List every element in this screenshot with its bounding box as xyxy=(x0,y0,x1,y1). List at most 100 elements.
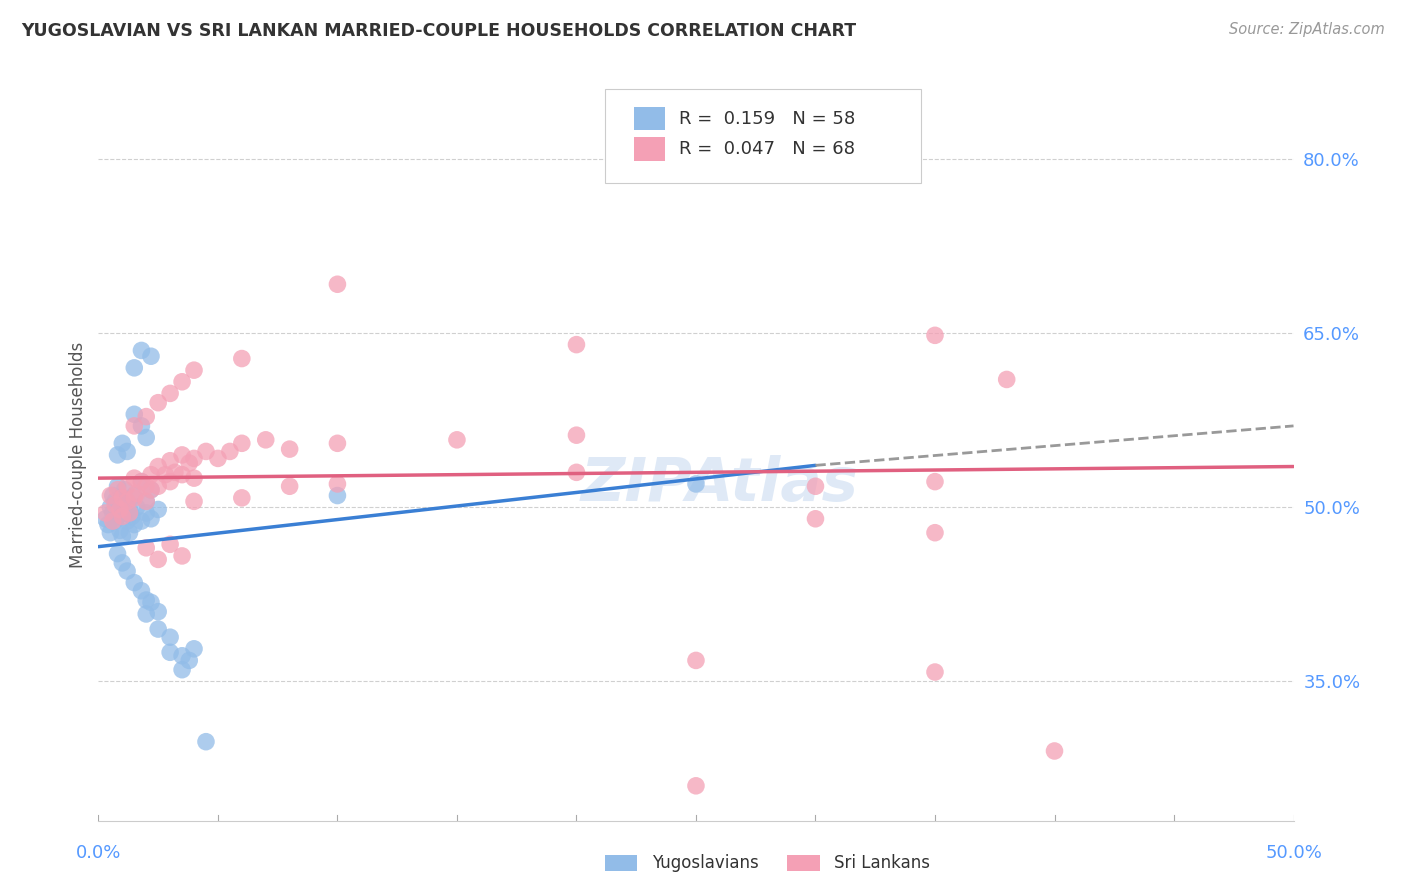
Point xyxy=(115,494,138,508)
Point xyxy=(135,506,157,520)
Point xyxy=(115,564,138,578)
Text: Source: ZipAtlas.com: Source: ZipAtlas.com xyxy=(1229,22,1385,37)
Point xyxy=(139,512,162,526)
Point xyxy=(101,514,124,528)
Point xyxy=(172,375,194,389)
Point xyxy=(139,483,162,497)
Point xyxy=(163,466,186,480)
Point xyxy=(98,525,122,540)
Point xyxy=(148,459,170,474)
Point xyxy=(924,475,946,489)
Point xyxy=(131,343,153,358)
Point xyxy=(183,471,205,485)
Point xyxy=(685,477,707,491)
Point xyxy=(118,525,141,540)
Point xyxy=(97,517,120,532)
Text: 50.0%: 50.0% xyxy=(1265,844,1322,862)
Point xyxy=(565,428,588,442)
Point xyxy=(565,466,588,480)
Point xyxy=(159,454,181,468)
Point xyxy=(159,537,181,551)
Point xyxy=(148,502,170,516)
Point xyxy=(135,409,157,424)
Point xyxy=(135,479,157,493)
Point xyxy=(172,448,194,462)
Point xyxy=(114,506,136,520)
Point xyxy=(139,467,162,482)
Point xyxy=(131,475,153,489)
Point xyxy=(98,489,122,503)
Point xyxy=(231,491,253,505)
Point xyxy=(995,372,1018,386)
Point xyxy=(104,498,127,512)
Point xyxy=(135,494,157,508)
Point xyxy=(125,486,148,500)
Point xyxy=(183,363,205,377)
Point xyxy=(131,418,153,433)
Point xyxy=(125,500,148,515)
Text: 0.0%: 0.0% xyxy=(76,844,121,862)
Point xyxy=(148,552,170,566)
Point xyxy=(155,467,177,482)
Point xyxy=(159,645,181,659)
Point xyxy=(104,494,127,508)
Point xyxy=(131,583,153,598)
Point xyxy=(179,653,201,667)
Point xyxy=(565,337,588,351)
Point xyxy=(135,607,157,621)
Point xyxy=(111,491,134,505)
Point xyxy=(1043,744,1066,758)
Point xyxy=(172,663,194,677)
Point xyxy=(195,444,218,458)
Text: YUGOSLAVIAN VS SRI LANKAN MARRIED-COUPLE HOUSEHOLDS CORRELATION CHART: YUGOSLAVIAN VS SRI LANKAN MARRIED-COUPLE… xyxy=(21,22,856,40)
Point xyxy=(121,509,143,524)
Point xyxy=(148,622,170,636)
Point xyxy=(924,665,946,679)
Point xyxy=(139,483,162,497)
Point xyxy=(118,506,141,520)
Point xyxy=(124,418,146,433)
Point xyxy=(108,500,131,515)
Point xyxy=(148,605,170,619)
Point xyxy=(115,514,138,528)
Point xyxy=(326,277,349,292)
Point xyxy=(124,575,146,590)
Point xyxy=(446,433,468,447)
Point xyxy=(139,349,162,363)
Point xyxy=(924,328,946,343)
Point xyxy=(115,494,138,508)
Point xyxy=(131,514,153,528)
Point xyxy=(183,641,205,656)
Point xyxy=(104,514,127,528)
Point xyxy=(172,549,194,563)
Point xyxy=(115,444,138,458)
Point xyxy=(219,444,242,458)
Point xyxy=(118,502,141,516)
Point xyxy=(111,509,134,524)
Point xyxy=(101,506,124,520)
Point xyxy=(231,436,253,450)
Point xyxy=(685,779,707,793)
Point xyxy=(195,734,218,748)
Point xyxy=(111,491,134,505)
Point xyxy=(124,407,146,421)
Point xyxy=(139,595,162,609)
Point xyxy=(148,395,170,409)
Point xyxy=(804,479,827,493)
Point xyxy=(278,442,301,456)
Point xyxy=(159,630,181,644)
Point xyxy=(135,593,157,607)
Point xyxy=(94,506,117,520)
Point xyxy=(107,479,129,493)
Point xyxy=(94,512,117,526)
Point xyxy=(183,451,205,466)
Point xyxy=(108,502,131,516)
Point xyxy=(254,433,277,447)
Point xyxy=(135,494,157,508)
Point xyxy=(98,500,122,515)
Point xyxy=(107,547,129,561)
Point xyxy=(108,524,131,538)
Point xyxy=(135,430,157,444)
Point xyxy=(124,491,146,505)
Point xyxy=(101,489,124,503)
